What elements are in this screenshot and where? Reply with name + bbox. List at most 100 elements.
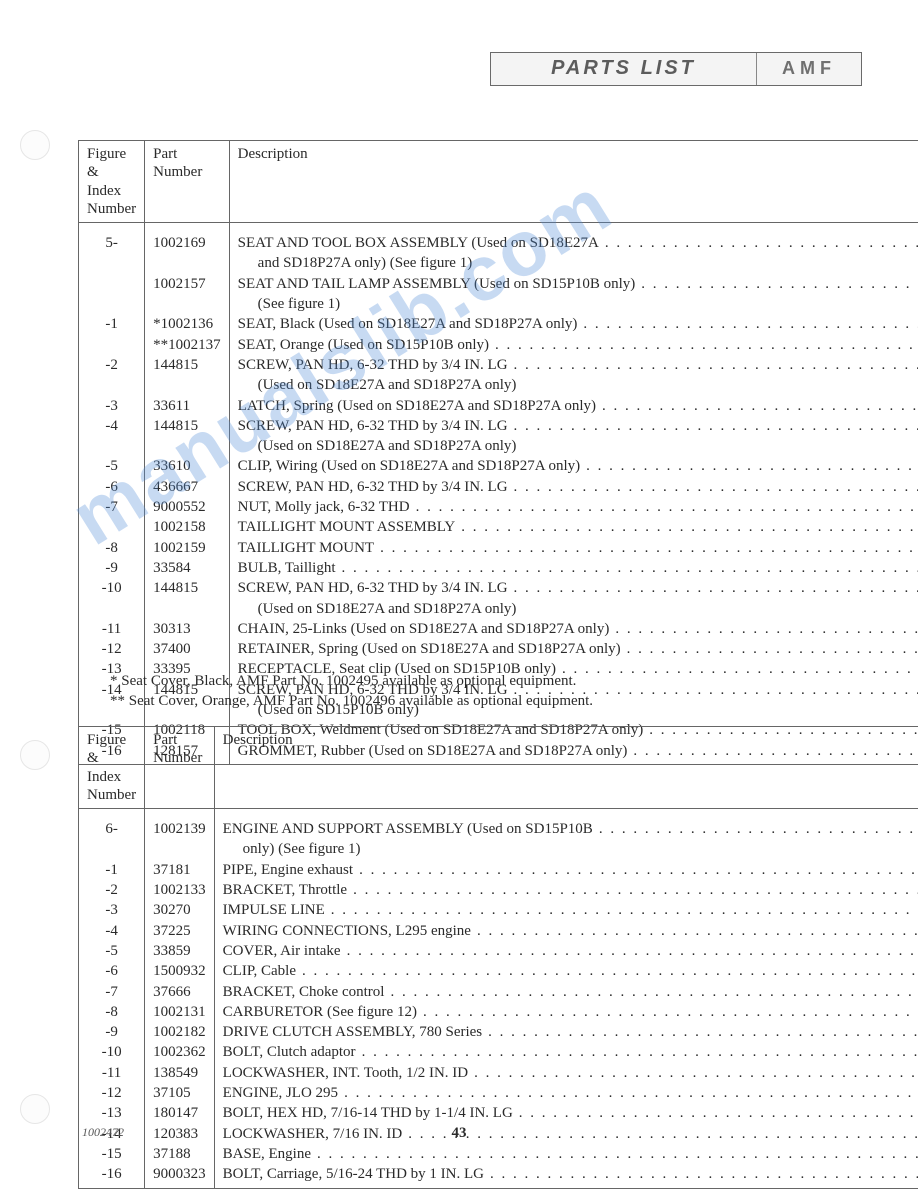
cell-index: -6 [79,961,145,981]
footnote-line: * Seat Cover, Black, AMF Part No. 100249… [110,672,593,692]
cell-index: 6- [79,819,145,839]
cell-part-number: 144815 [145,416,230,436]
table-row: -81002131CARBURETOR (See figure 12) . . … [79,1002,918,1022]
table-row: -933584BULB, Taillight . . . . . . . . .… [79,558,918,578]
cell-description: ENGINE, JLO 295 . . . . . . . . . . . . … [214,1083,918,1103]
col-header-desc: Description [229,141,918,223]
table-row: 1002157SEAT AND TAIL LAMP ASSEMBLY (Used… [79,274,918,294]
cell-part-number: 1002157 [145,274,230,294]
cell-description-cont: only) (See figure 1) [223,840,918,858]
col-header-index: Figure & Index Number [87,146,136,217]
page: PARTS LIST AMF manualslib.com Figure & I… [0,0,918,1188]
cell-index: -11 [79,1063,145,1083]
cell-part-number: 33584 [145,558,230,578]
table-row: -533859COVER, Air intake . . . . . . . .… [79,941,918,961]
cell-description: COVER, Air intake . . . . . . . . . . . … [214,941,918,961]
cell-index: -15 [79,1144,145,1164]
cell-part-number: 37666 [145,982,215,1002]
table-row: -1237400RETAINER, Spring (Used on SD18E2… [79,639,918,659]
parts-table-2: Figure & Index Number Part Number Descri… [78,726,918,1189]
table-row: -81002159TAILLIGHT MOUNT . . . . . . . .… [79,538,918,558]
banner-title: PARTS LIST [491,53,757,85]
cell-index [79,335,145,355]
cell-part-number: *1002136 [145,314,230,334]
cell-description: ENGINE AND SUPPORT ASSEMBLY (Used on SD1… [214,819,918,839]
cell-index: -4 [79,921,145,941]
cell-description: LATCH, Spring (Used on SD18E27A and SD18… [229,396,918,416]
cell-index: -3 [79,396,145,416]
table-row: 1002158TAILLIGHT MOUNT ASSEMBLY . . . . … [79,517,918,537]
cell-part-number: 144815 [145,578,230,598]
cell-description: SCREW, PAN HD, 6-32 THD by 3/4 IN. LG . … [229,578,918,598]
table-row-continuation: (Used on SD18E27A and SD18P27A only) [79,375,918,395]
cell-description: BRACKET, Choke control . . . . . . . . .… [214,982,918,1002]
col-header-index: Figure & Index Number [87,732,136,803]
cell-part-number: 138549 [145,1063,215,1083]
cell-index: -7 [79,982,145,1002]
cell-description-cont: (See figure 1) [238,295,918,313]
table-row: -1537188BASE, Engine . . . . . . . . . .… [79,1144,918,1164]
punch-hole [20,130,50,160]
cell-description: SEAT AND TOOL BOX ASSEMBLY (Used on SD18… [229,233,918,253]
table-row: -737666BRACKET, Choke control . . . . . … [79,982,918,1002]
cell-description: TAILLIGHT MOUNT . . . . . . . . . . . . … [229,538,918,558]
cell-part-number: 30270 [145,900,215,920]
cell-part-number: 37400 [145,639,230,659]
brand-logo: AMF [757,53,861,85]
title-banner: PARTS LIST AMF [490,52,862,86]
table-row: 5-1002169SEAT AND TOOL BOX ASSEMBLY (Use… [79,233,918,253]
cell-part-number: 9000323 [145,1164,215,1188]
cell-part-number: 144815 [145,355,230,375]
cell-part-number: 436667 [145,477,230,497]
cell-description-cont: and SD18P27A only) (See figure 1) [238,254,918,272]
footnote-line: ** Seat Cover, Orange, AMF Part No. 1002… [110,692,593,712]
table-row: -330270IMPULSE LINE . . . . . . . . . . … [79,900,918,920]
footnotes: * Seat Cover, Black, AMF Part No. 100249… [110,672,593,711]
table-row: -437225WIRING CONNECTIONS, L295 engine .… [79,921,918,941]
cell-description: IMPULSE LINE . . . . . . . . . . . . . .… [214,900,918,920]
table-row: 6-1002139ENGINE AND SUPPORT ASSEMBLY (Us… [79,819,918,839]
table-row-continuation: (Used on SD18E27A and SD18P27A only) [79,599,918,619]
cell-description: CLIP, Wiring (Used on SD18E27A and SD18P… [229,456,918,476]
cell-index: -16 [79,1164,145,1188]
cell-description-cont: (Used on SD18E27A and SD18P27A only) [238,376,918,394]
table-header-row: Figure & Index Number Part Number Descri… [79,727,918,809]
cell-part-number: 37181 [145,860,215,880]
cell-part-number: **1002137 [145,335,230,355]
cell-part-number: 1500932 [145,961,215,981]
punch-hole [20,740,50,770]
cell-description: BOLT, HEX HD, 7/16-14 THD by 1-1/4 IN. L… [214,1103,918,1123]
cell-index: -8 [79,538,145,558]
table-row: -2144815SCREW, PAN HD, 6-32 THD by 3/4 I… [79,355,918,375]
cell-index: -1 [79,314,145,334]
cell-index [79,517,145,537]
table-row: -1*1002136SEAT, Black (Used on SD18E27A … [79,314,918,334]
table-row: -101002362BOLT, Clutch adaptor . . . . .… [79,1042,918,1062]
cell-description: BOLT, Clutch adaptor . . . . . . . . . .… [214,1042,918,1062]
table-row: -91002182DRIVE CLUTCH ASSEMBLY, 780 Seri… [79,1022,918,1042]
cell-part-number: 1002182 [145,1022,215,1042]
cell-part-number: 1002158 [145,517,230,537]
cell-index: -12 [79,1083,145,1103]
cell-index: -5 [79,456,145,476]
table-row: -169000323BOLT, Carriage, 5/16-24 THD by… [79,1164,918,1188]
table-row-continuation: and SD18P27A only) (See figure 1) [79,253,918,273]
cell-index [79,274,145,294]
table-row: -333611LATCH, Spring (Used on SD18E27A a… [79,396,918,416]
table-row: -6436667SCREW, PAN HD, 6-32 THD by 3/4 I… [79,477,918,497]
cell-index: 5- [79,233,145,253]
cell-description: WIRING CONNECTIONS, L295 engine . . . . … [214,921,918,941]
table-header-row: Figure & Index Number Part Number Descri… [79,141,918,223]
cell-description: SCREW, PAN HD, 6-32 THD by 3/4 IN. LG . … [229,477,918,497]
cell-part-number: 30313 [145,619,230,639]
cell-index: -2 [79,880,145,900]
table-row: -4144815SCREW, PAN HD, 6-32 THD by 3/4 I… [79,416,918,436]
col-header-desc: Description [214,727,918,809]
cell-index: -8 [79,1002,145,1022]
cell-description: SCREW, PAN HD, 6-32 THD by 3/4 IN. LG . … [229,355,918,375]
cell-index: -9 [79,558,145,578]
cell-description: BASE, Engine . . . . . . . . . . . . . .… [214,1144,918,1164]
table-row: -137181PIPE, Engine exhaust . . . . . . … [79,860,918,880]
cell-part-number: 9000552 [145,497,230,517]
table-row: -13180147BOLT, HEX HD, 7/16-14 THD by 1-… [79,1103,918,1123]
